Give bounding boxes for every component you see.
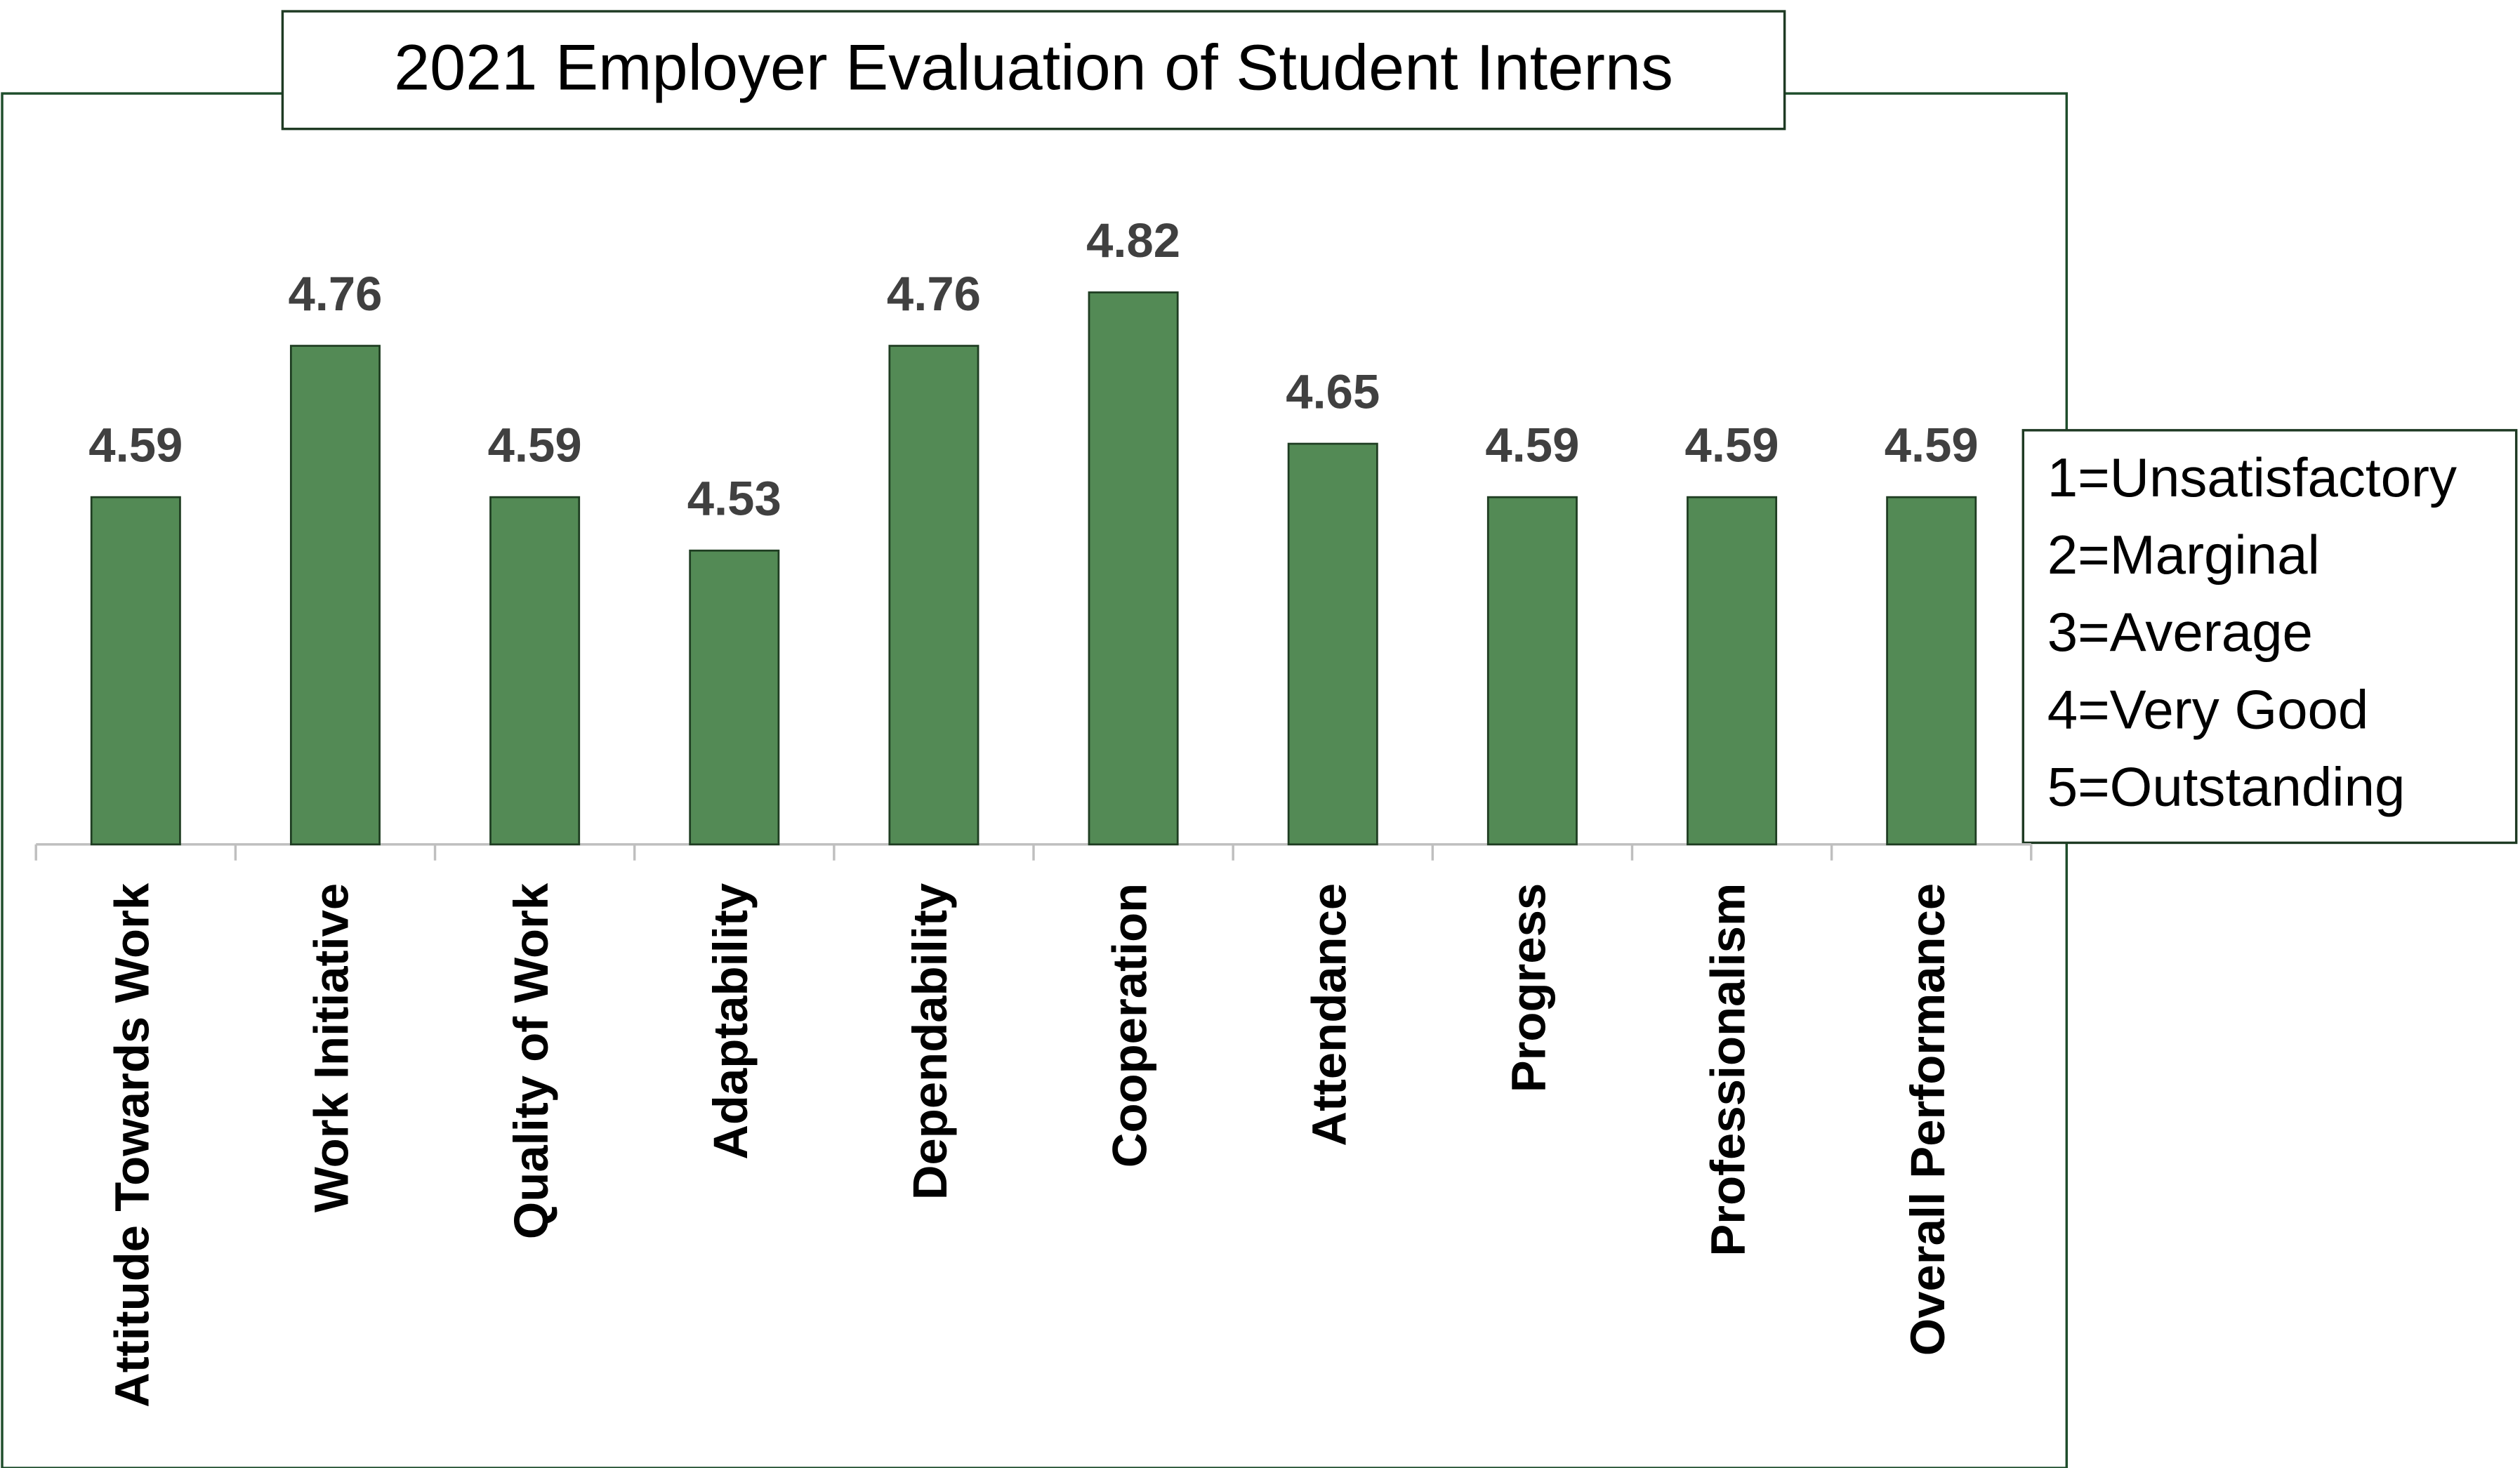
bar — [1088, 291, 1179, 846]
x-tick-label: Dependability — [903, 883, 957, 1200]
bar — [1486, 496, 1578, 846]
value-label: 4.59 — [1885, 418, 1979, 472]
bar — [1886, 496, 1977, 846]
bar — [1287, 442, 1378, 846]
chart-title: 2021 Employer Evaluation of Student Inte… — [394, 32, 1673, 104]
value-label: 4.59 — [488, 418, 582, 472]
x-tick-label: Professionalism — [1701, 883, 1755, 1257]
bar — [888, 345, 979, 846]
scale-note: 1=Unsatisfactory — [2047, 447, 2457, 508]
x-tick-label: Quality of Work — [504, 882, 558, 1239]
plot: 4.59 Attitude Towards Work 4.76 Work Initia… — [34, 213, 2457, 1408]
bar — [1687, 496, 1778, 846]
value-label: 4.82 — [1086, 213, 1180, 267]
value-label: 4.76 — [288, 267, 382, 321]
value-label: 4.65 — [1286, 364, 1380, 418]
x-tick-label: Overall Performance — [1901, 883, 1955, 1356]
bar — [90, 496, 181, 846]
scale-note: 4=Very Good — [2047, 678, 2369, 740]
value-label: 4.59 — [88, 418, 183, 472]
x-tick-label: Progress — [1502, 883, 1556, 1092]
scale-note: 2=Marginal — [2047, 524, 2320, 586]
bar — [489, 496, 581, 846]
value-label: 4.59 — [1485, 418, 1579, 472]
x-tick-label: Cooperation — [1102, 883, 1156, 1168]
scale-note: 5=Outstanding — [2047, 756, 2406, 818]
bar — [689, 549, 780, 846]
x-tick-label: Adaptability — [704, 883, 758, 1160]
x-tick-label: Attendance — [1302, 883, 1356, 1146]
value-label: 4.53 — [687, 472, 781, 526]
x-tick-label: Attitude Towards Work — [105, 882, 159, 1408]
value-label: 4.76 — [887, 267, 981, 321]
bar — [289, 345, 381, 846]
title-box — [281, 10, 1786, 131]
x-tick-label: Work Initiative — [305, 883, 359, 1212]
value-label: 4.59 — [1685, 418, 1779, 472]
scale-note: 3=Average — [2047, 601, 2313, 663]
note-box — [2021, 429, 2518, 845]
